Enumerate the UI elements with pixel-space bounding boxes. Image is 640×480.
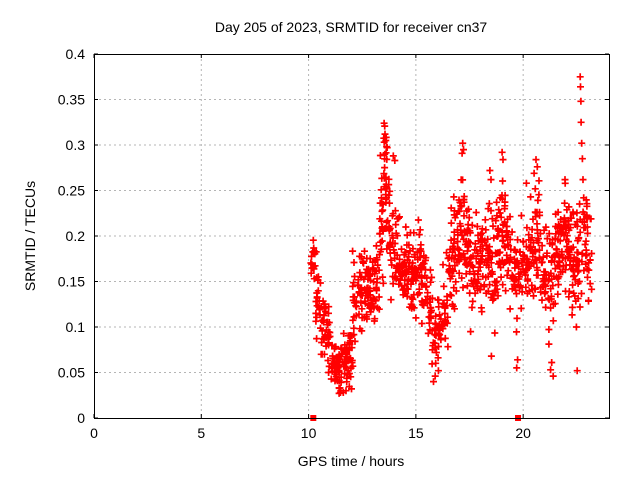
data-points <box>307 73 596 397</box>
y-tick-label: 0.1 <box>66 319 86 335</box>
grid-lines <box>94 54 609 418</box>
y-tick-label: 0 <box>77 410 85 426</box>
y-axis-label: SRMTID / TECUs <box>22 181 38 291</box>
x-tick-label: 0 <box>90 425 98 441</box>
chart-title: Day 205 of 2023, SRMTID for receiver cn3… <box>215 19 488 35</box>
y-tick-label: 0.3 <box>66 137 86 153</box>
y-tick-label: 0.05 <box>58 365 85 381</box>
x-tick-label: 10 <box>301 425 317 441</box>
y-tick-label: 0.35 <box>58 92 85 108</box>
x-axis-label: GPS time / hours <box>298 453 405 469</box>
tick-labels: 0 5 10 15 20 0 0.05 0.1 0.15 0.2 0.25 0.3 0.35 0.4 <box>58 46 531 441</box>
x-tick-label: 15 <box>408 425 424 441</box>
srmtid-plus-markers <box>307 73 596 397</box>
y-tick-label: 0.25 <box>58 183 85 199</box>
y-tick-label: 0.15 <box>58 274 85 290</box>
x-tick-label: 5 <box>197 425 205 441</box>
axes-and-ticks <box>93 53 610 419</box>
x-tick-label: 20 <box>515 425 531 441</box>
y-tick-label: 0.2 <box>66 228 86 244</box>
y-tick-label: 0.4 <box>66 46 86 62</box>
